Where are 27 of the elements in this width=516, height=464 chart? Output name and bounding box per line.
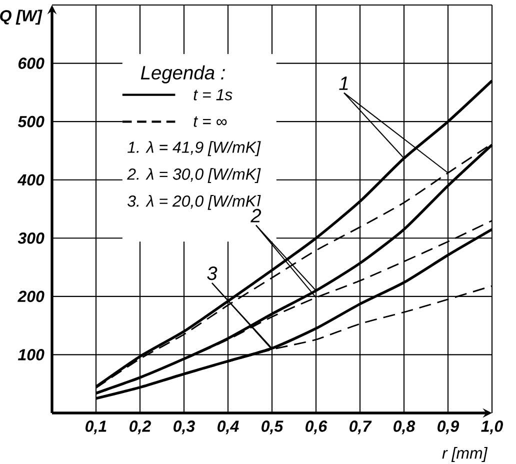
annotation: t = ∞ xyxy=(194,116,227,127)
x-tick-label: 0,2 xyxy=(130,420,151,434)
x-tick-label: 0,9 xyxy=(438,420,460,434)
annotation: 3 xyxy=(207,266,218,280)
x-axis-title: r [mm] xyxy=(442,447,488,462)
annotation: 2 xyxy=(250,208,262,222)
annotation: 3. λ = 20,0 [W/mK] xyxy=(127,195,261,210)
x-tick-label: 1,0 xyxy=(481,420,503,434)
y-tick-label: 600 xyxy=(18,58,44,69)
x-tick-label: 0,3 xyxy=(174,420,195,434)
y-tick-label: 100 xyxy=(18,349,44,360)
y-tick-label: 500 xyxy=(18,116,44,128)
x-tick-label: 0,8 xyxy=(394,420,416,434)
legend-title: Legenda : xyxy=(140,65,225,84)
annotation: 2. λ = 30,0 [W/mK] xyxy=(127,168,261,184)
x-tick-label: 0,4 xyxy=(218,420,239,434)
annotation: 1. λ = 41,9 [W/mK] xyxy=(128,141,261,156)
y-tick-label: 300 xyxy=(18,232,44,244)
y-tick-label: 200 xyxy=(18,290,44,302)
x-tick-label: 0,6 xyxy=(306,420,328,434)
x-tick-label: 0,7 xyxy=(350,420,372,434)
y-tick-label: 400 xyxy=(17,174,44,186)
x-tick-label: 0,1 xyxy=(86,420,106,434)
annotation: 1 xyxy=(339,76,348,90)
x-tick-label: 0,5 xyxy=(262,420,284,434)
annotation: t = 1s xyxy=(194,89,232,100)
y-axis-title: Q [W] xyxy=(0,10,42,25)
